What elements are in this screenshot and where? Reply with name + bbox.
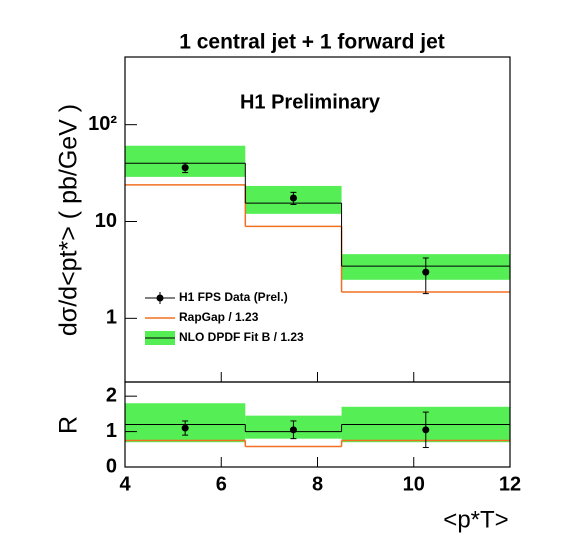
data-point [181, 164, 189, 172]
legend-label: NLO DPDF Fit B / 1.23 [179, 330, 304, 344]
annotation: H1 Preliminary [240, 91, 381, 113]
x-tick-label: 10 [403, 473, 425, 495]
x-tick-label: 6 [216, 473, 227, 495]
x-axis-label: <p*T> [443, 506, 508, 533]
data-point [422, 268, 430, 276]
data-point [289, 426, 297, 434]
y-axis-label: dσ/d<pt*> ( pb/GeV ) [55, 104, 83, 336]
y-axis-label: R [55, 416, 83, 434]
x-tick-label: 12 [499, 473, 521, 495]
y-tick-label: 1 [106, 307, 117, 329]
data-point [289, 194, 297, 202]
data-point [181, 424, 189, 432]
y-tick-label: 10 [95, 210, 117, 232]
y-tick-label: 10² [88, 113, 117, 135]
legend-symbol [156, 294, 164, 302]
y-tick-label: 1 [106, 420, 117, 442]
x-tick-label: 8 [312, 473, 323, 495]
y-tick-label: 2 [106, 384, 117, 406]
y-tick-label: 0 [106, 455, 117, 477]
x-tick-label: 4 [119, 473, 131, 495]
legend-label: H1 FPS Data (Prel.) [179, 290, 288, 304]
chart-title: 1 central jet + 1 forward jet [179, 31, 445, 54]
legend-label: RapGap / 1.23 [179, 310, 259, 324]
data-point [422, 426, 430, 434]
